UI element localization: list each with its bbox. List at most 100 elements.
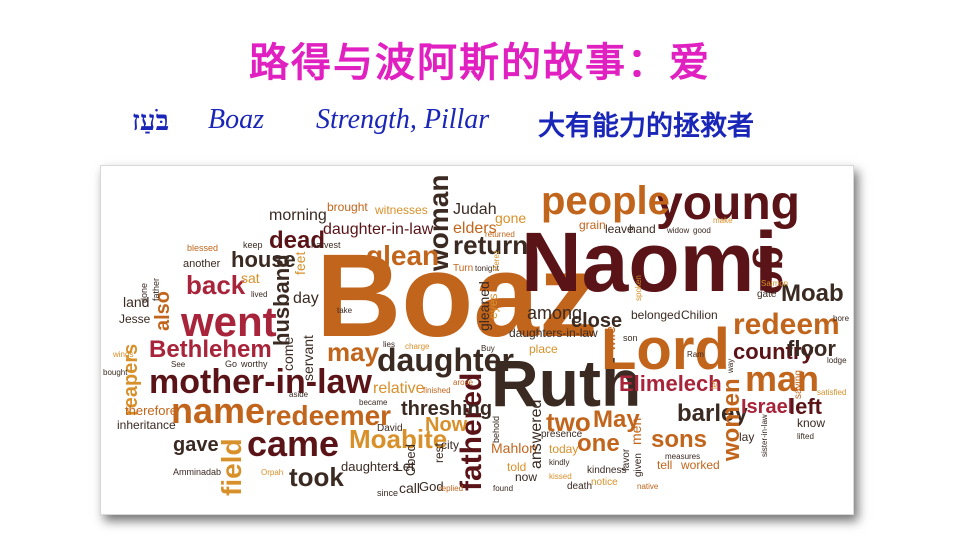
cloud-word: Turn — [453, 263, 473, 274]
cloud-word: Judah — [453, 201, 497, 218]
cloud-word: bought — [103, 368, 128, 377]
cloud-word: took — [289, 462, 344, 492]
cloud-word: Israel — [741, 396, 793, 418]
cloud-word: worthy — [240, 359, 268, 369]
cloud-word: son — [623, 333, 638, 343]
cloud-word: call — [399, 480, 420, 496]
cloud-word: may — [327, 337, 380, 367]
subtitle-row: בֹּעַז Boaz Strength, Pillar 大有能力的拯救者 — [0, 104, 960, 144]
cloud-word: sister-in-law — [760, 414, 769, 457]
cloud-word: Let — [395, 458, 415, 474]
cloud-word: mother-in-law — [149, 363, 372, 401]
cloud-word: gleaned — [476, 281, 492, 331]
cloud-word: went — [180, 298, 277, 345]
cloud-word: also — [152, 291, 174, 331]
cloud-word: notice — [591, 477, 618, 488]
cloud-word: See — [171, 360, 186, 369]
cloud-word: returned — [485, 230, 515, 239]
cloud-word: belonged — [631, 308, 680, 322]
cloud-word: kindness — [587, 465, 626, 476]
cloud-word: feet — [292, 252, 308, 275]
cloud-word: Go — [225, 359, 237, 369]
cloud-word: David — [377, 423, 403, 434]
cloud-word: since — [377, 488, 398, 498]
cloud-word: keep — [243, 240, 263, 250]
cloud-word: daughter — [377, 342, 514, 378]
cloud-word: barley — [677, 400, 748, 427]
cloud-word: daughters-in-law — [509, 326, 598, 340]
cloud-word: people — [541, 179, 670, 223]
cloud-word: eyes — [486, 294, 500, 319]
cloud-word: Elimelech — [619, 371, 722, 396]
cloud-word: lived — [251, 290, 267, 299]
cloud-word: land — [123, 294, 149, 310]
cloud-word: found — [493, 484, 513, 493]
cloud-word: saying — [793, 370, 804, 399]
hebrew-name: בֹּעַז — [132, 104, 170, 137]
cloud-word: dead — [269, 227, 325, 254]
cloud-word: Ruth — [491, 346, 641, 420]
cloud-word: arose — [453, 378, 474, 387]
cloud-word: man — [745, 358, 819, 399]
chinese-meaning: 大有能力的拯救者 — [538, 111, 754, 142]
cloud-word: inheritance — [117, 418, 176, 432]
cloud-word: women — [718, 378, 745, 462]
cloud-word: servant — [300, 335, 316, 381]
cloud-word: aside — [289, 390, 309, 399]
cloud-word: make — [713, 216, 733, 225]
cloud-word: Orpah — [261, 468, 283, 477]
cloud-word: relative — [373, 380, 425, 397]
cloud-word: city — [441, 438, 459, 452]
cloud-word: today — [549, 442, 578, 456]
cloud-word: favor — [621, 448, 632, 471]
cloud-word: satisfied — [817, 388, 846, 397]
cloud-word: name — [171, 390, 265, 431]
cloud-word: done — [139, 283, 149, 303]
cloud-word: measures — [665, 452, 700, 461]
cloud-word: Salmon — [761, 279, 788, 288]
cloud-word: daughters — [341, 459, 399, 474]
cloud-word: glean — [366, 240, 439, 271]
slide-title: 路得与波阿斯的故事：爱 — [249, 40, 711, 86]
cloud-word: widow — [666, 226, 689, 235]
cloud-word: told — [507, 460, 526, 474]
cloud-word: May — [593, 406, 640, 433]
cloud-word: lay — [739, 430, 754, 444]
cloud-word: kindly — [549, 458, 569, 467]
cloud-word: bore — [833, 314, 850, 323]
cloud-word: country — [733, 339, 814, 364]
cloud-word: way — [726, 359, 735, 374]
cloud-word: answered — [528, 400, 545, 469]
cloud-word: another — [183, 258, 221, 270]
cloud-word: lifted — [797, 432, 814, 441]
cloud-word: sat — [241, 270, 260, 286]
cloud-word: death — [567, 481, 592, 492]
cloud-word: father — [151, 278, 161, 301]
cloud-word: spoken — [634, 275, 643, 301]
cloud-word: Mahlon — [491, 440, 537, 456]
cloud-word: Jesse — [119, 312, 151, 326]
cloud-word: close — [571, 310, 622, 332]
cloud-word: good — [693, 226, 711, 235]
cloud-word: elders — [453, 220, 497, 237]
cloud-word: sons — [651, 426, 707, 453]
cloud-word: come — [280, 337, 296, 371]
cloud-word: redeem — [733, 308, 840, 341]
cloud-word: Amminadab — [173, 467, 221, 477]
cloud-word: wings — [112, 350, 133, 359]
cloud-word: house — [231, 247, 296, 272]
cloud-word: Obed — [403, 444, 418, 476]
cloud-word: men — [628, 418, 644, 445]
cloud-word: witnesses — [374, 203, 428, 217]
cloud-word: place — [529, 342, 558, 356]
cloud-word: given — [633, 453, 644, 477]
cloud-word: Lord — [601, 317, 730, 382]
cloud-word: grain — [579, 218, 606, 232]
cloud-word: native — [637, 482, 659, 491]
cloud-word: day — [293, 290, 319, 307]
name-meaning: Strength, Pillar — [316, 104, 490, 135]
cloud-word: worked — [680, 458, 720, 472]
cloud-word: woman — [423, 175, 454, 272]
cloud-word: left — [789, 394, 823, 419]
